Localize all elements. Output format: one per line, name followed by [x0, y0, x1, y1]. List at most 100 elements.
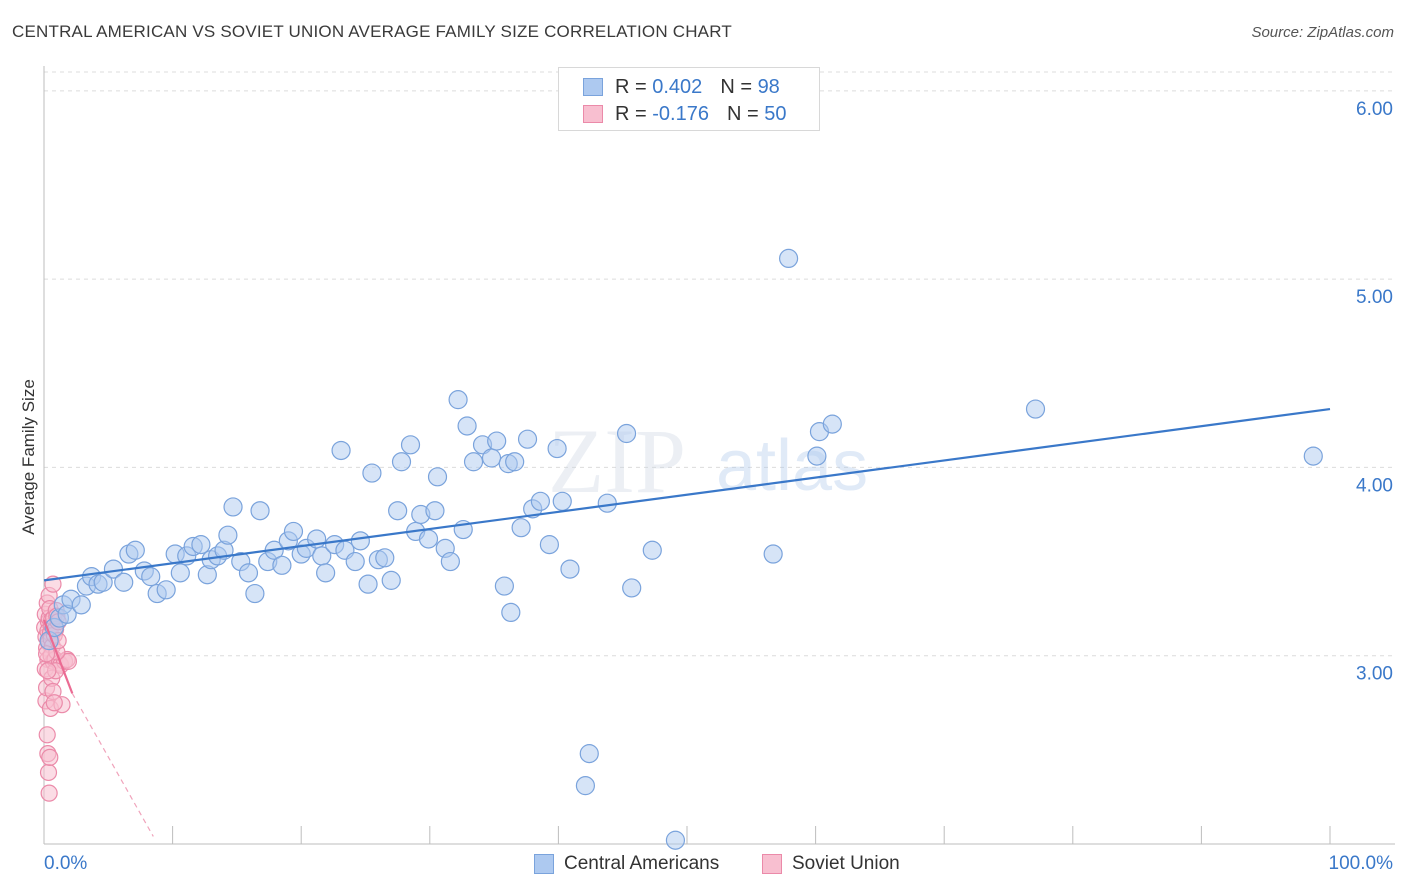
- central-americans-points: [39, 248, 1323, 850]
- central-americans-point: [622, 578, 642, 598]
- central-americans-point: [1025, 399, 1046, 419]
- bottom-legend-label: Central Americans: [564, 853, 720, 874]
- central-americans-point: [170, 563, 190, 583]
- central-americans-point: [250, 501, 270, 521]
- central-americans-point: [448, 390, 468, 410]
- bottom-legend-swatch-blue: [534, 854, 554, 874]
- central-americans-trend-line: [43, 407, 1331, 582]
- central-americans-point: [511, 518, 531, 538]
- y-axis-label: Average Family Size: [19, 379, 38, 535]
- legend-row-soviet-union: R = -0.176 N = 50: [583, 101, 786, 127]
- watermark-atlas: atlas: [716, 426, 868, 506]
- soviet-union-point: [45, 694, 63, 712]
- soviet-union-trend-line: [42, 619, 74, 694]
- central-americans-point: [463, 452, 484, 472]
- central-americans-point: [560, 559, 580, 579]
- legend-n-label: N =: [720, 75, 752, 98]
- central-americans-point: [358, 574, 378, 594]
- central-americans-point: [552, 491, 572, 511]
- central-americans-point: [391, 452, 412, 472]
- central-americans-point: [427, 467, 448, 487]
- central-americans-point: [156, 580, 176, 600]
- source-label: Source: ZipAtlas.com: [1251, 24, 1394, 41]
- legend-r-label: R =: [615, 75, 647, 98]
- central-americans-point: [763, 544, 783, 564]
- soviet-union-point: [40, 784, 58, 802]
- central-americans-point: [425, 501, 445, 521]
- central-americans-point: [575, 776, 596, 796]
- central-americans-point: [579, 744, 599, 764]
- central-americans-point: [481, 448, 502, 468]
- bottom-legend-central-americans: Central Americans: [534, 852, 719, 876]
- legend-n-value: 50: [764, 102, 787, 125]
- central-americans-point: [345, 551, 365, 572]
- central-americans-point: [191, 535, 211, 555]
- central-americans-point: [218, 525, 238, 545]
- central-americans-point: [125, 540, 145, 560]
- central-americans-point: [807, 446, 827, 466]
- central-americans-point: [400, 435, 421, 455]
- y-tick-label: 3.00: [1356, 664, 1393, 685]
- central-americans-point: [642, 540, 662, 560]
- central-americans-point: [665, 830, 686, 850]
- central-americans-point: [71, 595, 91, 615]
- soviet-union-point: [41, 748, 59, 766]
- legend-r-value: 0.402: [652, 75, 703, 98]
- central-americans-point: [316, 563, 336, 583]
- y-tick-label: 6.00: [1356, 99, 1393, 120]
- x-tick-label-min: 0.0%: [44, 853, 87, 874]
- central-americans-point: [505, 452, 525, 472]
- central-americans-point: [547, 438, 567, 459]
- correlation-legend: R = 0.402 N = 98 R = -0.176 N = 50: [558, 67, 820, 131]
- central-americans-point: [350, 531, 370, 551]
- bottom-legend-label: Soviet Union: [792, 853, 900, 874]
- central-americans-point: [616, 423, 637, 444]
- central-americans-point: [381, 570, 401, 590]
- central-americans-point: [375, 548, 395, 568]
- central-americans-point: [539, 535, 559, 555]
- watermark-zip: ZIP: [548, 410, 686, 512]
- central-americans-point: [457, 416, 477, 436]
- trend-lines: [42, 407, 1331, 837]
- axes: [43, 66, 1395, 845]
- central-americans-point: [418, 529, 439, 549]
- central-americans-point: [822, 414, 842, 434]
- central-americans-point: [597, 493, 617, 513]
- central-americans-point: [1303, 446, 1323, 466]
- legend-r-value: -0.176: [652, 102, 709, 125]
- central-americans-point: [362, 463, 382, 483]
- tick-labels: 3.00 4.00 5.00 6.00 0.0% 100.0%: [44, 99, 1393, 874]
- central-americans-point: [778, 248, 799, 269]
- central-americans-point: [223, 497, 243, 517]
- bottom-legend-swatch-pink: [762, 854, 782, 874]
- central-americans-point: [283, 521, 304, 542]
- soviet-union-point: [38, 726, 56, 744]
- bottom-legend-soviet-union: Soviet Union: [762, 852, 900, 876]
- legend-r-label: R =: [615, 102, 647, 125]
- central-americans-point: [440, 551, 460, 572]
- legend-swatch-pink: [583, 105, 603, 123]
- watermark: ZIP atlas: [548, 410, 868, 512]
- soviet-union-trend-extension: [71, 693, 154, 837]
- central-americans-point: [238, 563, 259, 583]
- central-americans-point: [141, 567, 161, 587]
- central-americans-point: [114, 572, 134, 592]
- y-tick-label: 5.00: [1356, 287, 1393, 308]
- central-americans-point: [517, 429, 538, 449]
- central-americans-point: [501, 602, 521, 623]
- legend-swatch-blue: [583, 78, 603, 96]
- central-americans-point: [331, 440, 351, 461]
- central-americans-point: [388, 501, 408, 521]
- x-tick-label-max: 100.0%: [1329, 853, 1394, 874]
- soviet-union-point: [39, 763, 58, 782]
- legend-row-central-americans: R = 0.402 N = 98: [583, 74, 780, 100]
- y-tick-label: 4.00: [1356, 475, 1393, 496]
- central-americans-point: [530, 491, 550, 511]
- chart-title: CENTRAL AMERICAN VS SOVIET UNION AVERAGE…: [12, 22, 732, 41]
- legend-n-value: 98: [757, 75, 780, 98]
- soviet-union-point: [39, 662, 57, 680]
- central-americans-point: [487, 431, 507, 451]
- central-americans-point: [272, 555, 292, 575]
- central-americans-point: [245, 583, 265, 604]
